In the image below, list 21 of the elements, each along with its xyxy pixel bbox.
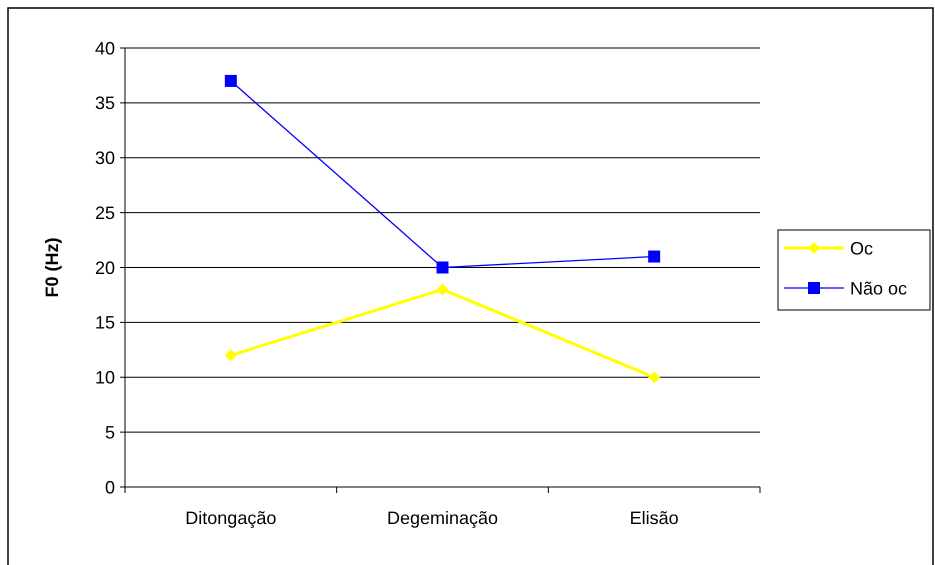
legend-label: Oc — [850, 238, 874, 258]
x-tick-label: Ditongação — [185, 508, 276, 528]
y-tick-label: 30 — [94, 148, 115, 168]
y-tick-label: 5 — [104, 422, 115, 442]
x-tick-label: Elisão — [630, 508, 679, 528]
y-tick-label: 0 — [104, 477, 115, 498]
y-tick-label: 25 — [94, 202, 115, 223]
legend-label: Não oc — [850, 278, 908, 298]
y-axis-title: F0 (Hz) — [42, 238, 62, 298]
point — [436, 283, 448, 296]
y-tick-label: 35 — [94, 93, 115, 114]
point — [224, 349, 237, 362]
x-tick-label: Degeminação — [386, 508, 498, 528]
point — [436, 262, 448, 274]
point — [648, 250, 660, 263]
y-tick-label: 40 — [94, 38, 115, 58]
point — [224, 74, 237, 87]
y-tick-label: 20 — [94, 258, 115, 278]
point — [648, 371, 660, 384]
y-tick-label: 10 — [94, 368, 115, 388]
y-tick-label: 15 — [94, 312, 115, 333]
